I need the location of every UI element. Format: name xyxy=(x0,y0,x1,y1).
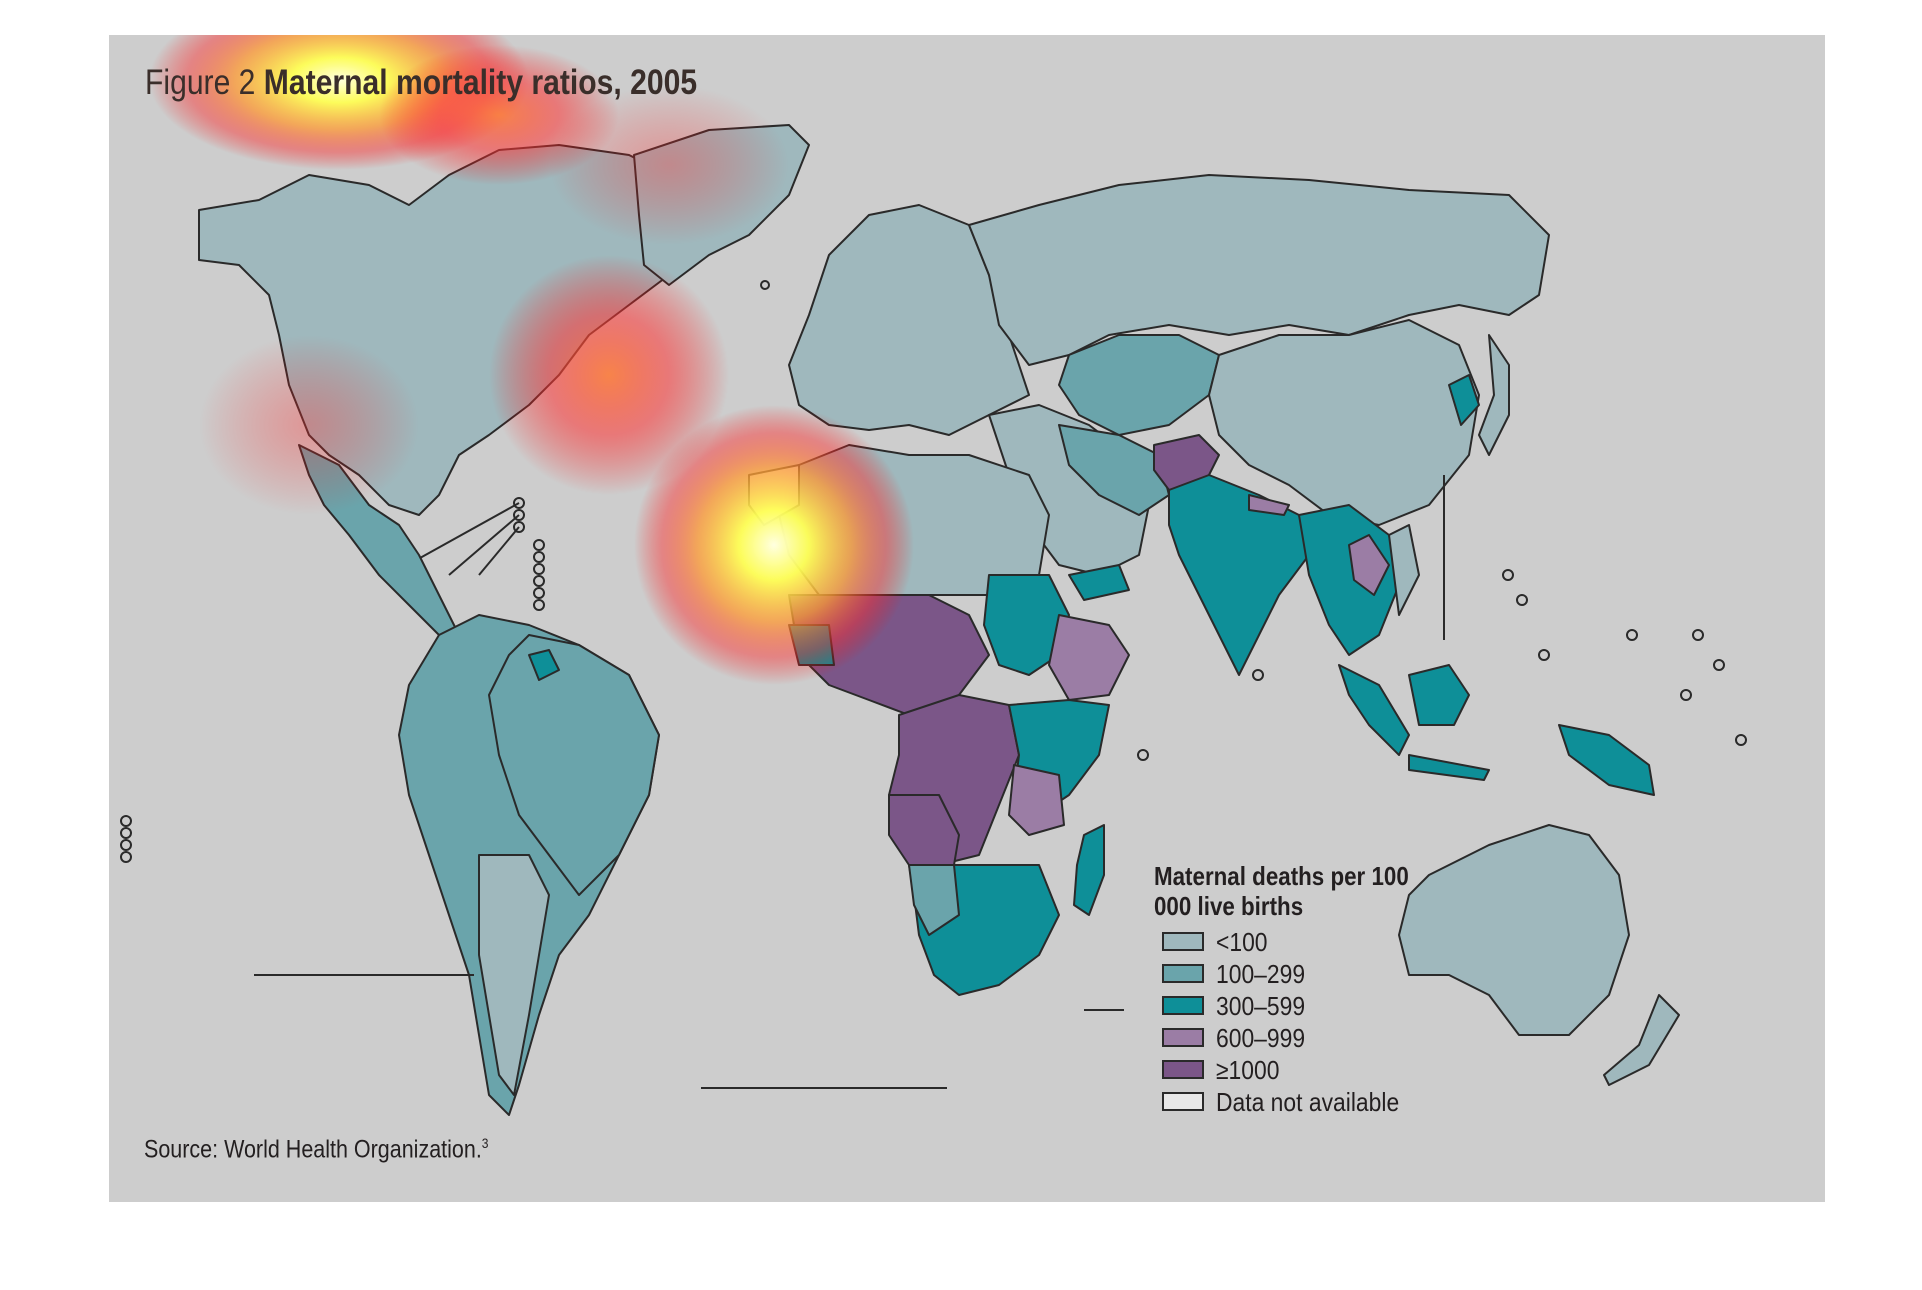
figure-number: Figure 2 xyxy=(145,63,256,102)
region-iran xyxy=(1058,424,1170,516)
region-korea xyxy=(1448,374,1480,426)
region-russia xyxy=(968,174,1550,366)
legend-label: 300–599 xyxy=(1216,991,1306,1021)
region-papua xyxy=(1558,724,1655,796)
region-india xyxy=(1168,474,1310,676)
legend-items: <100 100–299 300–599 600–999 ≥1000 Data … xyxy=(1154,927,1454,1119)
source-reference: 3 xyxy=(481,1135,489,1151)
legend-item: ≥1000 xyxy=(1154,1055,1454,1087)
legend-swatch xyxy=(1162,1028,1204,1047)
region-borneo xyxy=(1408,664,1470,726)
source-note: Source: World Health Organization.3 xyxy=(144,1135,489,1164)
source-text: Source: World Health Organization. xyxy=(144,1135,482,1164)
region-indonesia-west xyxy=(1338,664,1410,756)
region-china xyxy=(1208,319,1480,526)
legend: Maternal deaths per 100 000 live births … xyxy=(1154,861,1454,1119)
island-markers xyxy=(120,280,1747,863)
region-ethiopia xyxy=(1048,614,1130,701)
legend-item: 100–299 xyxy=(1154,959,1454,991)
legend-label: Data not available xyxy=(1216,1087,1400,1117)
region-vietnam xyxy=(1388,524,1420,616)
heatmap-overlay xyxy=(149,35,914,685)
region-brazil xyxy=(488,634,660,896)
region-southeast-asia xyxy=(1298,504,1400,656)
figure-title: Maternal mortality ratios, 2005 xyxy=(263,63,698,102)
legend-label: ≥1000 xyxy=(1216,1055,1280,1085)
legend-item: 600–999 xyxy=(1154,1023,1454,1055)
region-sudan xyxy=(983,574,1070,676)
legend-label: 100–299 xyxy=(1216,959,1306,989)
region-new-zealand xyxy=(1603,994,1680,1086)
legend-swatch xyxy=(1162,1092,1204,1111)
legend-item: 300–599 xyxy=(1154,991,1454,1023)
world-map xyxy=(120,35,1747,1116)
region-australia xyxy=(1398,824,1630,1036)
callout-lines xyxy=(254,475,1445,1089)
legend-item: Data not available xyxy=(1154,1087,1454,1119)
region-japan xyxy=(1478,334,1510,456)
legend-label: 600–999 xyxy=(1216,1023,1306,1053)
region-java xyxy=(1408,754,1490,781)
region-nepal xyxy=(1248,494,1290,516)
legend-swatch xyxy=(1162,932,1204,951)
region-namibia xyxy=(908,864,960,936)
region-guianas xyxy=(528,649,560,681)
region-yemen xyxy=(1068,564,1130,601)
legend-item: <100 xyxy=(1154,927,1454,959)
legend-swatch xyxy=(1162,996,1204,1015)
region-tanzania xyxy=(1008,764,1065,836)
region-laos xyxy=(1348,534,1390,596)
map-figure: Figure 2 Maternal mortality ratios, 2005… xyxy=(109,35,1825,1202)
region-madagascar xyxy=(1073,824,1105,916)
map-title: Figure 2 Maternal mortality ratios, 2005 xyxy=(145,63,697,103)
legend-swatch xyxy=(1162,1060,1204,1079)
legend-swatch xyxy=(1162,964,1204,983)
region-southern-cone xyxy=(478,854,550,1096)
legend-title: Maternal deaths per 100 000 live births xyxy=(1154,861,1409,921)
legend-label: <100 xyxy=(1216,927,1268,957)
region-central-asia xyxy=(1058,334,1220,436)
